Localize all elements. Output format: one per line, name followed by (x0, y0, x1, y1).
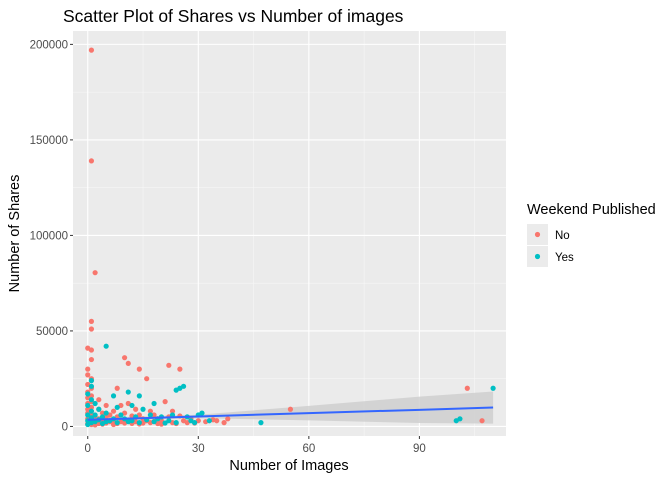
y-tick-label: 150000 (30, 135, 68, 147)
point-yes (490, 385, 496, 391)
legend-label-no: No (555, 230, 570, 242)
x-axis-ticks: 0 30 60 90 (85, 436, 426, 455)
point-yes (118, 412, 124, 418)
point-no (88, 318, 95, 324)
chart-title: Scatter Plot of Shares vs Number of imag… (63, 6, 404, 26)
point-no (177, 366, 183, 372)
point-no (136, 366, 142, 372)
point-yes (114, 420, 120, 426)
point-no (162, 399, 168, 405)
point-no (147, 408, 153, 414)
point-yes (173, 420, 179, 426)
point-yes (96, 406, 102, 412)
legend-label-yes: Yes (555, 252, 574, 264)
point-yes (88, 383, 95, 389)
point-no (151, 412, 157, 418)
y-axis-ticks: 0 50000 100000 150000 200000 (30, 39, 73, 433)
point-yes (125, 389, 131, 395)
point-no (225, 416, 231, 422)
point-no (110, 408, 117, 414)
point-yes (85, 412, 91, 418)
point-no (96, 397, 102, 403)
x-axis-title: Number of Images (229, 458, 348, 474)
x-tick-label: 90 (413, 443, 426, 455)
point-yes (136, 393, 142, 399)
point-yes (151, 419, 157, 425)
point-no (144, 376, 150, 382)
x-tick-label: 30 (192, 443, 205, 455)
y-axis-title: Number of Shares (7, 175, 23, 293)
point-no (221, 420, 227, 426)
legend-title: Weekend Published (527, 202, 656, 218)
point-yes (88, 397, 95, 403)
point-no (125, 360, 131, 367)
point-yes (110, 393, 117, 399)
point-yes (99, 414, 106, 420)
legend-swatch-yes (534, 253, 541, 260)
legend: Weekend Published No Yes (527, 202, 656, 267)
point-no (121, 355, 128, 361)
point-no (92, 270, 98, 276)
point-no (166, 362, 172, 368)
point-no (88, 326, 95, 332)
point-yes (129, 402, 135, 409)
point-no (169, 408, 176, 414)
point-no (85, 366, 91, 372)
point-yes (136, 420, 142, 426)
point-no (85, 372, 91, 378)
y-tick-label: 50000 (36, 326, 68, 338)
point-yes (199, 410, 205, 416)
trend-line-path (87, 406, 494, 421)
point-yes (92, 400, 98, 407)
point-yes (151, 400, 157, 407)
point-yes (92, 412, 98, 418)
point-yes (180, 383, 187, 389)
point-yes (206, 418, 212, 424)
y-tick-label: 0 (62, 421, 68, 433)
legend-swatch-no (534, 231, 541, 238)
point-no (88, 356, 95, 363)
major-gridlines (73, 31, 506, 436)
point-yes (140, 406, 146, 412)
point-yes (147, 412, 153, 418)
point-yes (85, 421, 91, 428)
point-yes (103, 343, 109, 349)
point-yes (114, 404, 120, 410)
point-no (114, 385, 120, 391)
point-no (88, 158, 95, 164)
point-no (479, 418, 485, 424)
point-yes (88, 408, 95, 414)
point-no (103, 402, 109, 409)
point-no (88, 47, 95, 53)
point-no (88, 347, 95, 353)
point-yes (103, 410, 109, 416)
point-yes (192, 420, 198, 426)
point-yes (88, 377, 95, 384)
point-no (133, 406, 139, 412)
x-tick-label: 0 (85, 443, 91, 455)
point-no (287, 406, 294, 412)
trend-line (87, 406, 494, 421)
point-yes (85, 402, 91, 409)
y-tick-label: 200000 (30, 39, 68, 51)
x-tick-label: 60 (302, 443, 315, 455)
point-yes (166, 418, 172, 424)
point-yes (457, 416, 463, 422)
y-tick-label: 100000 (30, 230, 68, 242)
point-yes (258, 420, 264, 426)
point-no (464, 385, 470, 391)
point-yes (85, 391, 91, 397)
point-no (99, 410, 106, 416)
point-no (214, 418, 220, 424)
plot-panel (73, 31, 506, 436)
